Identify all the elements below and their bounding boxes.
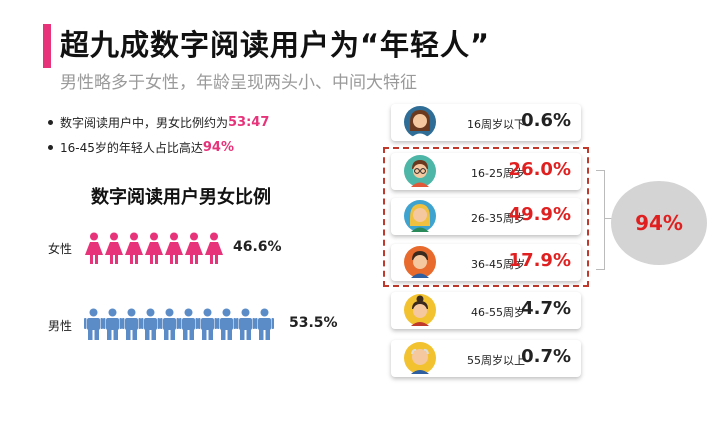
- age-range: 46-55周岁: [471, 306, 525, 319]
- page-subtitle: 男性略多于女性，年龄呈现两头小、中间大特征: [60, 73, 417, 93]
- female-person-icon: [125, 232, 143, 264]
- male-icon-row: [84, 308, 274, 340]
- female-person-icon: [105, 232, 123, 264]
- boy-glasses-avatar-icon: [404, 155, 436, 187]
- age-range: 16周岁以下: [467, 118, 525, 131]
- female-person-icon: [145, 232, 163, 264]
- male-person-icon: [160, 308, 179, 340]
- male-person-icon: [103, 308, 122, 340]
- age-percentage: 0.7%: [521, 346, 571, 367]
- female-icon-row: [84, 232, 224, 264]
- age-card-26-35: 26-35周岁 49.9%: [391, 198, 581, 235]
- girl-avatar-icon: [404, 106, 436, 138]
- male-person-icon: [255, 308, 274, 340]
- bullet-highlight: 94%: [202, 140, 234, 155]
- man-avatar-icon: [404, 246, 436, 278]
- female-person-icon: [185, 232, 203, 264]
- woman-blonde-avatar-icon: [404, 200, 436, 232]
- female-person-icon: [165, 232, 183, 264]
- bullet-young-share: 16-45岁的年轻人占比高达 94%: [48, 135, 269, 160]
- male-person-icon: [236, 308, 255, 340]
- age-percentage: 49.9%: [508, 204, 571, 225]
- male-person-icon: [122, 308, 141, 340]
- young-age-highlight-box: [383, 147, 589, 287]
- page-title: 超九成数字阅读用户为“年轻人”: [60, 28, 491, 62]
- woman-bun-avatar-icon: [404, 294, 436, 326]
- key-findings: 数字阅读用户中，男女比例约为 53:47 16-45岁的年轻人占比高达 94%: [48, 110, 269, 160]
- bullet-gender-ratio: 数字阅读用户中，男女比例约为 53:47: [48, 110, 269, 135]
- age-percentage: 17.9%: [508, 250, 571, 271]
- elder-man-avatar-icon: [404, 342, 436, 374]
- gender-chart-title: 数字阅读用户男女比例: [91, 187, 271, 208]
- male-person-icon: [84, 308, 103, 340]
- age-percentage: 0.6%: [521, 110, 571, 131]
- age-card-over55: 55周岁以上 0.7%: [391, 340, 581, 377]
- bullet-text: 16-45岁的年轻人占比高达: [60, 141, 203, 155]
- bullet-dot: [48, 145, 53, 150]
- age-card-46-55: 46-55周岁 4.7%: [391, 292, 581, 329]
- age-percentage: 4.7%: [521, 298, 571, 319]
- male-person-icon: [217, 308, 236, 340]
- age-card-under16: 16周岁以下 0.6%: [391, 104, 581, 141]
- title-accent-bar: [43, 24, 51, 68]
- male-person-icon: [141, 308, 160, 340]
- bullet-highlight: 53:47: [228, 115, 270, 130]
- bullet-dot: [48, 120, 53, 125]
- female-percentage: 46.6%: [233, 239, 282, 255]
- bullet-text: 数字阅读用户中，男女比例约为: [60, 116, 229, 130]
- female-person-icon: [205, 232, 223, 264]
- male-person-icon: [179, 308, 198, 340]
- bracket-connector: [604, 218, 614, 219]
- age-card-16-25: 16-25周岁 26.0%: [391, 153, 581, 190]
- young-share-circle: 94%: [611, 181, 707, 265]
- age-percentage: 26.0%: [508, 159, 571, 180]
- age-range: 26-35周岁: [471, 212, 525, 225]
- age-card-36-45: 36-45周岁 17.9%: [391, 244, 581, 281]
- female-label: 女性: [48, 242, 73, 256]
- young-group-bracket: [596, 170, 605, 270]
- age-range: 16-25周岁: [471, 167, 525, 180]
- female-person-icon: [85, 232, 103, 264]
- male-person-icon: [198, 308, 217, 340]
- male-label: 男性: [48, 319, 73, 333]
- age-range: 36-45周岁: [471, 258, 525, 271]
- age-range: 55周岁以上: [467, 354, 525, 367]
- male-percentage: 53.5%: [289, 315, 338, 331]
